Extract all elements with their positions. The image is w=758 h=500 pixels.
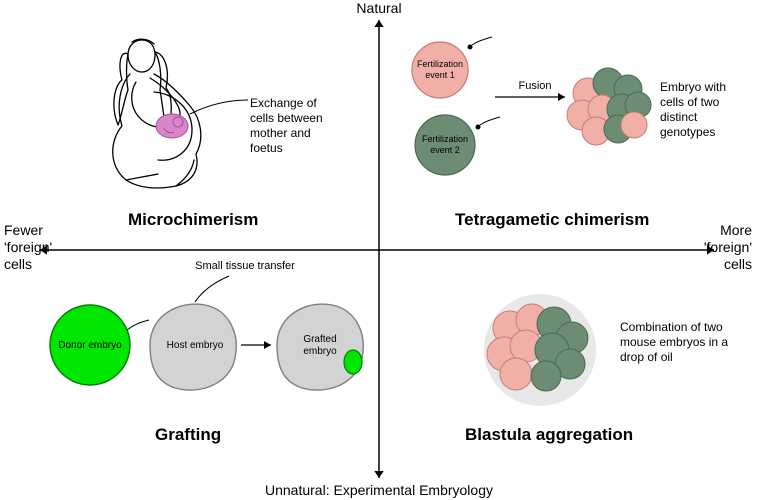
svg-text:Grafted: Grafted [303,334,336,345]
axis-right-label: More 'foreign' cells [700,222,756,272]
svg-text:Fertilization: Fertilization [417,59,463,69]
svg-text:Host embryo: Host embryo [167,340,224,351]
axis-right-line2: 'foreign' [704,239,752,255]
blastula-caption: Combination of two mouse embryos in a dr… [620,320,730,365]
grafting-figure: Donor embryo Host embryo Graftedembryo [45,280,375,430]
axis-bottom-label: Unnatural: Experimental Embryology [229,482,529,499]
svg-text:embryo: embryo [303,346,337,357]
axis-top-label: Natural [329,0,429,17]
grafting-small-label: Small tissue transfer [195,260,295,273]
svg-text:event 2: event 2 [430,145,460,155]
fusion-label: Fusion [510,80,560,93]
blastula-figure [460,280,620,420]
blastula-title: Blastula aggregation [465,425,633,445]
tetragametic-title: Tetragametic chimerism [455,210,649,230]
axis-right-line1: More [720,222,752,238]
axis-left-line3: cells [4,256,32,272]
svg-text:Donor embryo: Donor embryo [58,340,122,351]
tetragametic-caption: Embryo with cells of two distinct genoty… [660,80,740,140]
grafting-title: Grafting [155,425,221,445]
microchimerism-caption: Exchange of cells between mother and foe… [250,96,340,156]
axis-left-line2: 'foreign' [4,239,52,255]
microchimerism-figure [80,30,250,200]
svg-text:event 1: event 1 [425,70,455,80]
axis-left-line1: Fewer [4,222,43,238]
microchimerism-title: Microchimerism [128,210,258,230]
axis-left-label: Fewer 'foreign' cells [0,222,56,272]
svg-text:Fertilization: Fertilization [422,134,468,144]
axis-right-line3: cells [724,256,752,272]
